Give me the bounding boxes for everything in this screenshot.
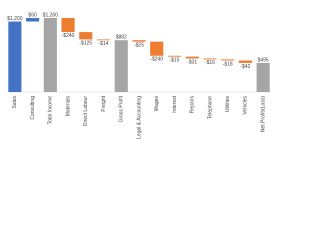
bar: [8, 21, 22, 92]
value-label: $60: [28, 12, 37, 18]
value-label: $495: [258, 57, 269, 63]
bar: [61, 18, 75, 33]
x-tick-label: Wages: [154, 96, 160, 112]
bar: [150, 41, 164, 56]
value-label: $1,260: [43, 12, 59, 18]
value-label: -$14: [99, 41, 109, 47]
value-label: -$240: [62, 33, 75, 39]
x-tick-label: Consulting: [30, 96, 36, 120]
x-tick-label: Freight: [101, 95, 107, 111]
bar: [238, 60, 252, 63]
bar: [114, 40, 128, 92]
x-tick-label: Total Income: [48, 96, 54, 125]
x-tick-label: Utilities: [225, 96, 231, 113]
x-tick-label: Telephone: [207, 96, 213, 119]
value-label: -$240: [150, 57, 163, 63]
x-tick-label: Interest: [172, 95, 178, 112]
bar: [221, 59, 235, 61]
x-tick-label: Direct Labour: [83, 96, 89, 126]
bar: [43, 18, 57, 92]
bar: [167, 55, 182, 57]
bar: [79, 32, 93, 40]
bar: [256, 62, 270, 92]
value-label: -$25: [134, 42, 144, 48]
value-label: -$125: [79, 40, 92, 46]
x-tick-label: Materials: [65, 96, 71, 117]
x-tick-label: Gross Profit: [119, 95, 125, 122]
bar: [132, 40, 146, 42]
x-tick-label: Net Profit/(Loss): [260, 96, 266, 132]
x-tick-label: Legal & Accounting: [136, 96, 142, 139]
bar: [96, 39, 111, 41]
bar: [185, 56, 199, 59]
value-label: -$42: [240, 64, 250, 70]
value-label: $1,200: [7, 16, 23, 22]
x-tick-label: Repairs: [190, 96, 196, 114]
value-label: -$15: [169, 57, 179, 63]
bar: [203, 58, 217, 60]
value-label: -$18: [223, 61, 233, 67]
value-label: -$16: [205, 60, 215, 66]
value-label: -$31: [187, 59, 197, 65]
value-label: $882: [116, 35, 127, 41]
x-tick-label: Vehicles: [243, 96, 249, 115]
chart: $1,200 Sales $60 Consulting $1,260 Total Inco…: [6, 12, 272, 139]
x-tick-label: Sales: [12, 96, 18, 109]
bar: [26, 18, 40, 22]
